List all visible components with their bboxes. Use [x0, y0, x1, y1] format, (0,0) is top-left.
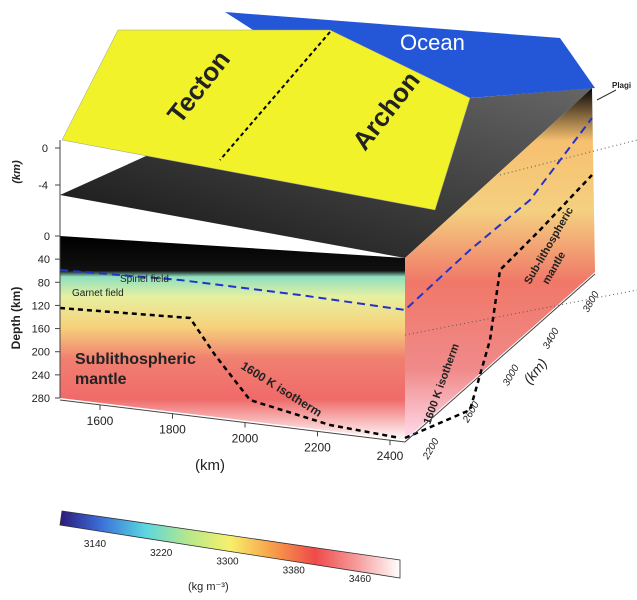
- topo-axis-label: (km): [11, 160, 23, 184]
- x-axis-label: (km): [195, 457, 225, 474]
- y-tick-label: 2600: [461, 400, 482, 426]
- guide: [404, 289, 637, 336]
- colorbar-tick-label: 3300: [216, 557, 239, 568]
- x-tick-label: 2200: [304, 440, 331, 454]
- topo-tick-label: 0: [42, 143, 48, 155]
- colorbar-tick-label: 3220: [150, 548, 173, 559]
- topography-plane: [61, 29, 471, 211]
- block-front: [60, 236, 405, 440]
- depth-tick-label: 40: [38, 254, 50, 266]
- x-tick-label: 2000: [232, 432, 259, 446]
- x-tick-label: 1800: [159, 423, 186, 437]
- y-axis-label: (km): [520, 355, 550, 387]
- colorbar-tick-label: 3380: [283, 565, 306, 576]
- isotherm-front: [59, 306, 401, 440]
- callout-arrow: [596, 89, 617, 101]
- divider: [219, 31, 331, 161]
- colorbar-tick-label: 3140: [84, 539, 107, 550]
- callout-label: Plagi: [612, 81, 631, 90]
- y-axis: [404, 273, 596, 443]
- mantle-label: mantle: [75, 371, 127, 388]
- colorbar-tick-label: 3460: [349, 574, 372, 585]
- block-right: [405, 88, 595, 440]
- mantle-label: Sublithospheric: [75, 351, 196, 368]
- spinel-label: Spinel field: [120, 274, 169, 285]
- y-tick-label: 3000: [501, 363, 522, 388]
- depth-tick-label: 200: [32, 347, 50, 359]
- spinel-boundary: [59, 117, 593, 312]
- depth-axis-label: Depth (km): [9, 287, 23, 350]
- depth-tick-label: 120: [32, 300, 50, 312]
- topo-tick-label: -4: [38, 180, 48, 192]
- y-tick-label: 2200: [421, 436, 442, 462]
- colorbar-label: (kg m⁻³): [188, 581, 229, 593]
- x-axis: [59, 399, 406, 443]
- garnet-label: Garnet field: [72, 288, 124, 299]
- colorbar: [59, 510, 401, 579]
- depth-tick-label: 240: [32, 370, 50, 382]
- depth-tick-label: 280: [32, 393, 50, 405]
- y-tick-label: 3400: [541, 326, 562, 351]
- x-tick-label: 2400: [377, 449, 404, 463]
- y-tick-label: 3800: [581, 289, 602, 314]
- depth-tick-label: 80: [38, 277, 50, 289]
- depth-tick-label: 160: [32, 324, 50, 336]
- x-tick-label: 1600: [87, 414, 114, 428]
- ocean-label: Ocean: [400, 30, 465, 55]
- isotherm-right: [404, 174, 593, 440]
- depth-tick-label: 0: [44, 231, 50, 243]
